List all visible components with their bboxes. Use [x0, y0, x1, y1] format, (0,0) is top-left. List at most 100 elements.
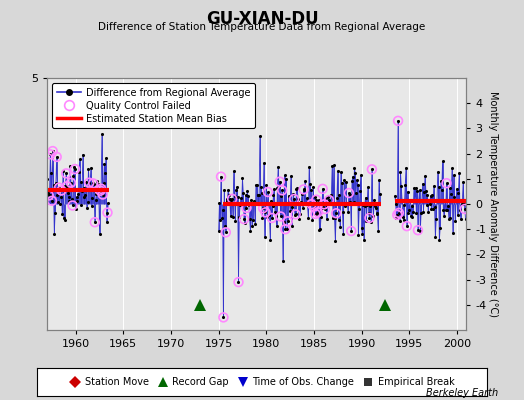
- Point: [375, 177, 383, 183]
- Point: [62, 170, 70, 176]
- Point: [433, 198, 441, 204]
- Point: [56, 200, 64, 207]
- Point: [72, 206, 80, 212]
- Point: [334, 217, 343, 223]
- Point: [283, 218, 292, 224]
- Point: [45, 192, 53, 199]
- Point: [280, 219, 288, 225]
- Point: [99, 191, 107, 198]
- Point: [263, 214, 271, 220]
- Point: [456, 216, 465, 222]
- Point: [394, 118, 402, 124]
- Point: [417, 210, 425, 216]
- Point: [402, 223, 411, 229]
- Point: [444, 203, 452, 210]
- Point: [285, 200, 293, 206]
- Point: [395, 210, 403, 216]
- Point: [439, 206, 447, 213]
- Point: [95, 230, 104, 237]
- Point: [442, 207, 450, 213]
- Point: [88, 194, 96, 201]
- Point: [342, 179, 350, 185]
- Point: [297, 199, 305, 205]
- Point: [319, 186, 327, 192]
- Point: [423, 192, 432, 198]
- Point: [216, 217, 224, 224]
- Point: [257, 184, 265, 190]
- Point: [424, 209, 432, 215]
- Point: [348, 178, 356, 185]
- Point: [250, 200, 258, 206]
- Point: [223, 196, 232, 203]
- Point: [58, 211, 67, 217]
- Point: [276, 213, 285, 220]
- Point: [268, 215, 276, 221]
- Point: [461, 206, 469, 212]
- Point: [450, 172, 458, 178]
- Point: [80, 194, 89, 200]
- Point: [86, 165, 95, 171]
- Point: [320, 201, 329, 208]
- Point: [373, 211, 381, 217]
- Point: [75, 156, 84, 162]
- Point: [425, 197, 433, 203]
- Point: [237, 195, 245, 201]
- Point: [290, 196, 298, 202]
- Point: [400, 202, 409, 208]
- Point: [312, 196, 321, 203]
- Point: [238, 175, 247, 182]
- Point: [267, 198, 275, 204]
- Point: [302, 200, 310, 207]
- Point: [252, 182, 260, 188]
- Point: [78, 188, 86, 194]
- Point: [73, 198, 82, 204]
- Point: [70, 164, 79, 170]
- Point: [81, 192, 90, 198]
- Point: [303, 203, 312, 210]
- Point: [86, 185, 94, 191]
- Point: [315, 226, 324, 233]
- Point: [276, 178, 284, 185]
- Point: [411, 196, 419, 203]
- Point: [368, 166, 376, 172]
- Point: [259, 205, 267, 211]
- Point: [414, 227, 422, 233]
- Point: [63, 183, 71, 190]
- Point: [416, 187, 424, 194]
- Point: [101, 170, 110, 176]
- Point: [294, 195, 302, 202]
- Point: [448, 165, 456, 172]
- Point: [215, 200, 224, 206]
- Point: [60, 215, 68, 221]
- Point: [96, 188, 105, 194]
- Point: [266, 236, 275, 243]
- Point: [321, 206, 329, 212]
- Point: [93, 178, 101, 184]
- Point: [79, 152, 87, 158]
- Point: [71, 166, 79, 172]
- Point: [365, 210, 373, 216]
- Point: [61, 182, 70, 189]
- Point: [430, 204, 439, 210]
- Point: [328, 163, 336, 169]
- Point: [217, 215, 226, 221]
- Point: [402, 223, 411, 229]
- Point: [429, 206, 437, 212]
- Point: [365, 215, 374, 221]
- Point: [229, 214, 237, 220]
- Point: [306, 180, 314, 187]
- Point: [103, 219, 111, 225]
- Point: [368, 200, 377, 206]
- Point: [254, 192, 262, 198]
- Point: [320, 201, 329, 208]
- Point: [65, 197, 73, 204]
- Point: [308, 217, 316, 223]
- Point: [445, 216, 453, 222]
- Point: [458, 197, 466, 204]
- Point: [396, 217, 404, 224]
- Point: [69, 173, 78, 180]
- Point: [235, 214, 244, 220]
- Point: [374, 228, 383, 234]
- Text: Berkeley Earth: Berkeley Earth: [425, 388, 498, 398]
- Point: [52, 180, 60, 186]
